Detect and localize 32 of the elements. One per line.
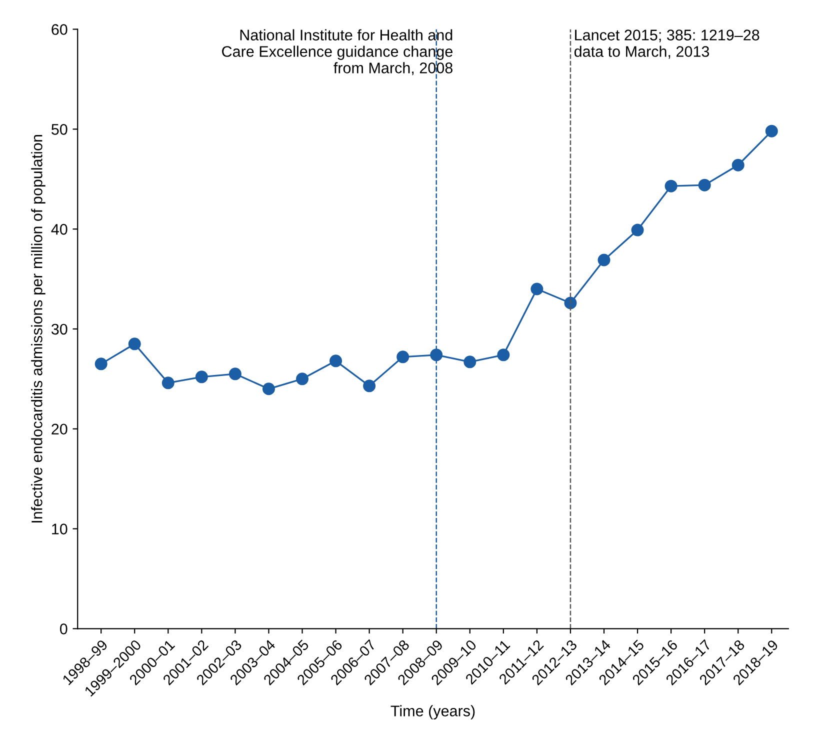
point <box>464 356 476 368</box>
point <box>664 180 678 192</box>
point <box>128 338 141 350</box>
y-tick-label: 0 <box>60 624 68 634</box>
point <box>530 282 544 296</box>
point <box>497 348 510 362</box>
point <box>732 158 744 172</box>
point <box>195 370 208 384</box>
annotation: Lancet 2015; 385: 1219–28 data to March, 2013 <box>574 30 760 59</box>
x-axis-title: Time (years) <box>390 705 475 720</box>
point <box>262 382 275 396</box>
point <box>396 350 410 364</box>
y-tick-label: 20 <box>52 424 68 435</box>
point <box>296 372 308 386</box>
y-tick-label: 10 <box>52 524 68 534</box>
point <box>765 124 778 138</box>
y-axis-title: Infective endocarditis admissions per million of population <box>31 135 46 522</box>
y-tick-label: 60 <box>52 24 68 35</box>
y-tick-label: 50 <box>52 124 68 135</box>
point <box>598 254 610 266</box>
point <box>330 354 342 368</box>
y-tick-label: 30 <box>51 324 68 335</box>
point <box>698 178 711 192</box>
annotation: National Institute for Health and Care Excellence guidance change from March, 2008 <box>222 29 452 76</box>
y-tick-label: 40 <box>51 224 68 235</box>
point <box>94 358 108 370</box>
point <box>162 376 174 390</box>
point <box>363 380 376 392</box>
point <box>631 224 644 236</box>
point <box>564 296 577 310</box>
point <box>430 348 443 362</box>
point <box>228 368 242 380</box>
